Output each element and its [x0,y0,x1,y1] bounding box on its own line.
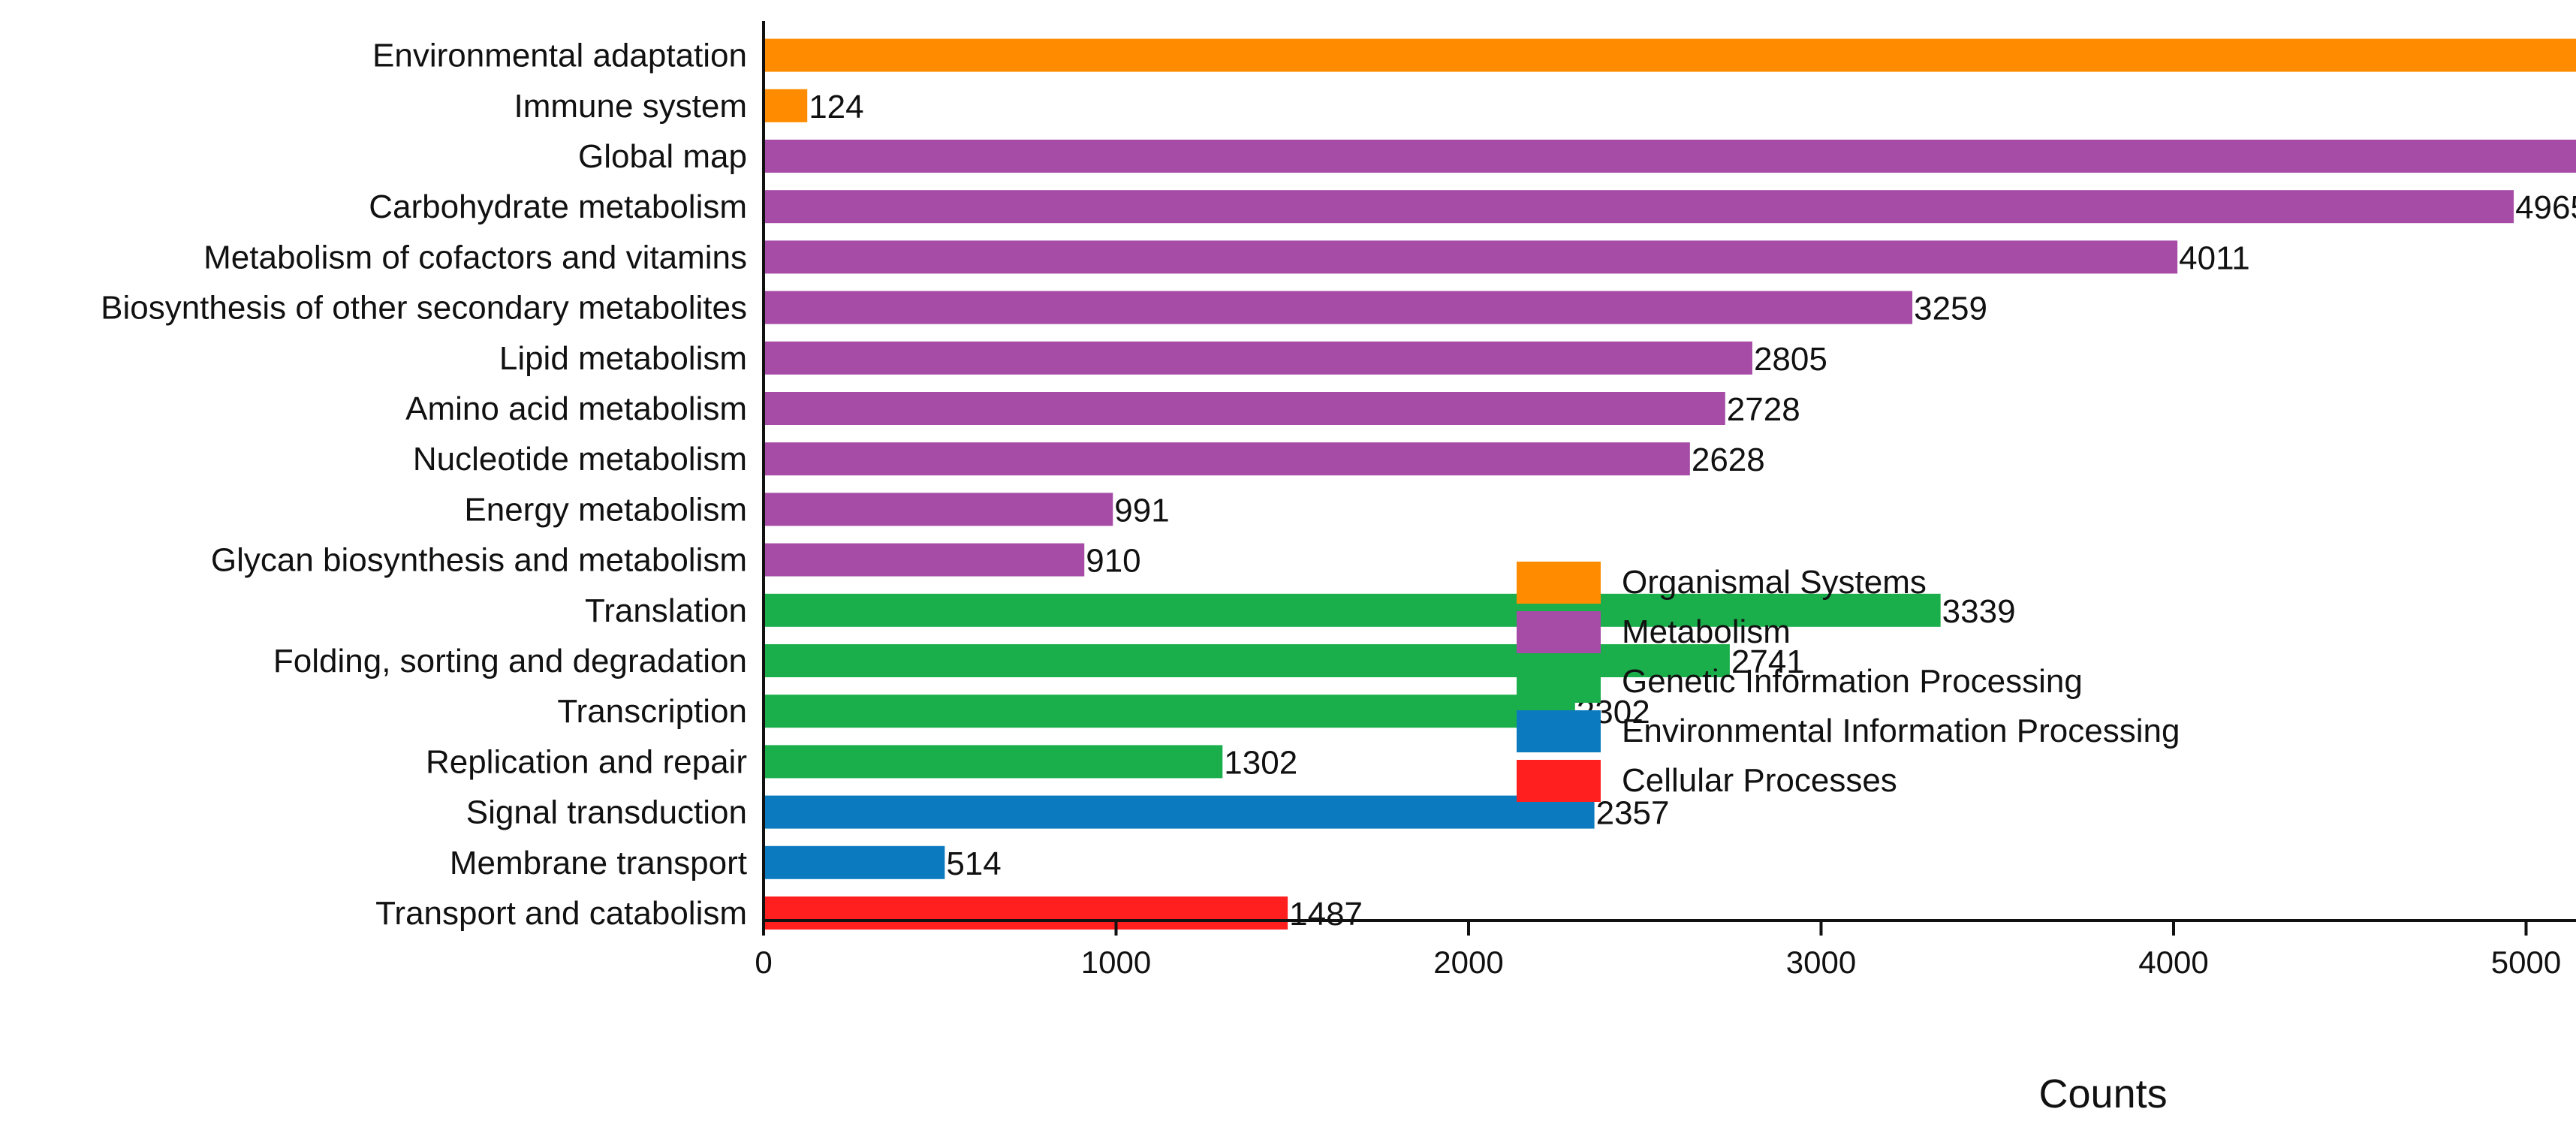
legend-label-environmental-information-processing: Environmental Information Processing [1622,713,2180,749]
bar-biosynthesis-of-other-secondary-metabolites [764,291,1913,324]
bar-energy-metabolism [764,493,1113,526]
legend-swatch-metabolism [1517,611,1601,653]
value-label-carbohydrate-metabolism: 4965 [2515,189,2576,226]
bar-global-map-segment-1 [764,140,2576,173]
category-label-energy-metabolism: Energy metabolism [464,491,747,528]
bar-transcription [764,695,1575,728]
category-label-transcription: Transcription [557,693,747,730]
value-label-membrane-transport: 514 [946,845,1001,882]
bar-environmental-adaptation [764,38,2576,72]
bar-signal-transduction [764,795,1595,829]
legend-label-metabolism: Metabolism [1622,613,1791,650]
bar-lipid-metabolism [764,341,1752,375]
x-tick-label-1000: 1000 [1081,945,1151,980]
category-label-glycan-biosynthesis-and-metabolism: Glycan biosynthesis and metabolism [211,542,747,579]
category-label-signal-transduction: Signal transduction [466,794,747,831]
x-tick-label-2000: 2000 [1433,945,1503,980]
bar-translation [764,593,1941,627]
x-axis-title: Counts [2039,1071,2168,1116]
category-label-metabolism-of-cofactors-and-vitamins: Metabolism of cofactors and vitamins [203,239,747,276]
bar-nucleotide-metabolism [764,442,1690,476]
x-tick-label-0: 0 [755,945,772,980]
bar-carbohydrate-metabolism [764,190,2514,224]
value-label-amino-acid-metabolism: 2728 [1727,391,1800,428]
value-label-translation: 3339 [1942,593,2016,630]
value-label-immune-system: 124 [809,89,863,125]
legend-label-organismal-systems: Organismal Systems [1622,564,1927,601]
x-tick-label-3000: 3000 [1786,945,1856,980]
legend-swatch-cellular-processes [1517,760,1601,802]
category-label-translation: Translation [585,592,747,629]
value-label-energy-metabolism: 991 [1114,492,1169,529]
value-label-signal-transduction: 2357 [1596,795,1670,832]
bar-immune-system [764,89,808,122]
value-label-replication-and-repair: 1302 [1224,744,1297,781]
x-tick-label-5000: 5000 [2491,945,2561,980]
category-label-carbohydrate-metabolism: Carbohydrate metabolism [369,188,747,225]
category-label-biosynthesis-of-other-secondary-metabolites: Biosynthesis of other secondary metaboli… [101,290,747,327]
bar-amino-acid-metabolism [764,392,1725,425]
bar-metabolism-of-cofactors-and-vitamins [764,240,2178,274]
legend-swatch-environmental-information-processing [1517,710,1601,752]
category-label-replication-and-repair: Replication and repair [426,743,747,780]
category-label-nucleotide-metabolism: Nucleotide metabolism [413,441,747,478]
category-label-immune-system: Immune system [514,88,747,125]
x-tick-label-4000: 4000 [2138,945,2208,980]
category-label-folding-sorting-and-degradation: Folding, sorting and degradation [273,643,747,680]
legend-swatch-genetic-information-processing [1517,661,1601,703]
bar-glycan-biosynthesis-and-metabolism [764,543,1085,577]
bar-membrane-transport [764,845,945,879]
value-label-folding-sorting-and-degradation: 2741 [1731,643,1805,680]
value-label-glycan-biosynthesis-and-metabolism: 910 [1086,543,1140,580]
legend-swatch-organismal-systems [1517,562,1601,604]
value-label-transport-and-catabolism: 1487 [1289,896,1363,933]
category-label-transport-and-catabolism: Transport and catabolism [375,895,747,932]
category-label-lipid-metabolism: Lipid metabolism [499,340,747,377]
category-label-membrane-transport: Membrane transport [450,845,747,881]
value-label-metabolism-of-cofactors-and-vitamins: 4011 [2179,240,2250,276]
bar-transport-and-catabolism [764,896,1288,930]
value-label-lipid-metabolism: 2805 [1754,341,1827,378]
category-label-amino-acid-metabolism: Amino acid metabolism [405,390,747,427]
value-label-biosynthesis-of-other-secondary-metabolites: 3259 [1914,291,1987,327]
category-label-environmental-adaptation: Environmental adaptation [372,38,747,74]
bar-replication-and-repair [764,745,1223,779]
legend-label-genetic-information-processing: Genetic Information Processing [1622,663,2083,700]
legend-label-cellular-processes: Cellular Processes [1622,762,1897,799]
value-label-nucleotide-metabolism: 2628 [1692,441,1765,478]
category-label-global-map: Global map [578,138,747,175]
